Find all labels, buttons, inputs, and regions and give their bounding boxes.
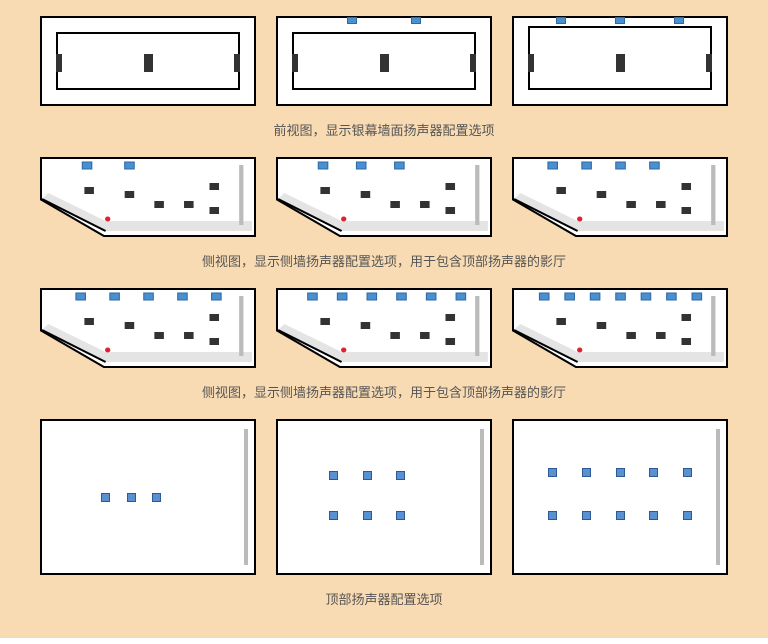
ceiling-speaker: [396, 471, 405, 480]
side-panel: [40, 157, 256, 237]
side-panel: [512, 288, 728, 368]
ceiling-speaker: [363, 511, 372, 520]
corner-cut-svg: [512, 157, 728, 237]
ceiling-speaker: [616, 468, 625, 477]
screen-bar: [716, 429, 720, 565]
row-side-views-a: [40, 157, 728, 237]
ceiling-speaker: [649, 468, 658, 477]
side-panel: [276, 157, 492, 237]
side-panel: [40, 288, 256, 368]
ceiling-speaker: [347, 17, 357, 24]
corner-cut-svg: [40, 288, 256, 368]
ceiling-speaker: [411, 17, 421, 24]
caption-row2: 侧视图，显示侧墙扬声器配置选项，用于包含顶部扬声器的影厅: [40, 251, 728, 270]
ceiling-speaker: [548, 468, 557, 477]
ceiling-speaker: [329, 471, 338, 480]
ceiling-speaker: [127, 493, 136, 502]
center-speaker: [380, 54, 389, 72]
side-panel: [512, 157, 728, 237]
front-panel-2: [276, 16, 492, 106]
right-speaker: [706, 54, 712, 72]
ceiling-speaker: [683, 511, 692, 520]
ceiling-speaker: [101, 493, 110, 502]
left-speaker: [292, 54, 298, 72]
top-panel: [276, 419, 492, 575]
caption-row3: 侧视图，显示侧墙扬声器配置选项，用于包含顶部扬声器的影厅: [40, 382, 728, 401]
center-speaker: [144, 54, 153, 72]
right-speaker: [470, 54, 476, 72]
ceiling-speaker: [683, 468, 692, 477]
side-panel: [276, 288, 492, 368]
left-speaker: [528, 54, 534, 72]
row-top-views: [40, 419, 728, 575]
ceiling-speaker: [649, 511, 658, 520]
page: 前视图，显示银幕墙面扬声器配置选项 侧视图，显示侧墙扬声器配置选项，用于包含顶部…: [0, 0, 768, 638]
row-side-views-b: [40, 288, 728, 368]
ceiling-speaker: [582, 468, 591, 477]
ceiling-speaker: [152, 493, 161, 502]
ceiling-speaker: [329, 511, 338, 520]
screen-bar: [244, 429, 248, 565]
ceiling-speaker: [363, 471, 372, 480]
row-front-views: [40, 16, 728, 106]
screen-bar: [480, 429, 484, 565]
top-panel: [512, 419, 728, 575]
corner-cut-svg: [512, 288, 728, 368]
corner-cut-svg: [276, 157, 492, 237]
left-speaker: [56, 54, 62, 72]
center-speaker: [616, 54, 625, 72]
top-panel: [40, 419, 256, 575]
front-panel-1: [40, 16, 256, 106]
ceiling-speaker: [616, 511, 625, 520]
caption-row4: 顶部扬声器配置选项: [40, 589, 728, 608]
caption-row1: 前视图，显示银幕墙面扬声器配置选项: [40, 120, 728, 139]
front-panel-3: [512, 16, 728, 106]
ceiling-speaker: [396, 511, 405, 520]
corner-cut-svg: [40, 157, 256, 237]
ceiling-speaker: [674, 17, 684, 24]
ceiling-speaker: [548, 511, 557, 520]
corner-cut-svg: [276, 288, 492, 368]
ceiling-speaker: [615, 17, 625, 24]
right-speaker: [234, 54, 240, 72]
ceiling-speaker: [582, 511, 591, 520]
ceiling-speaker: [556, 17, 566, 24]
